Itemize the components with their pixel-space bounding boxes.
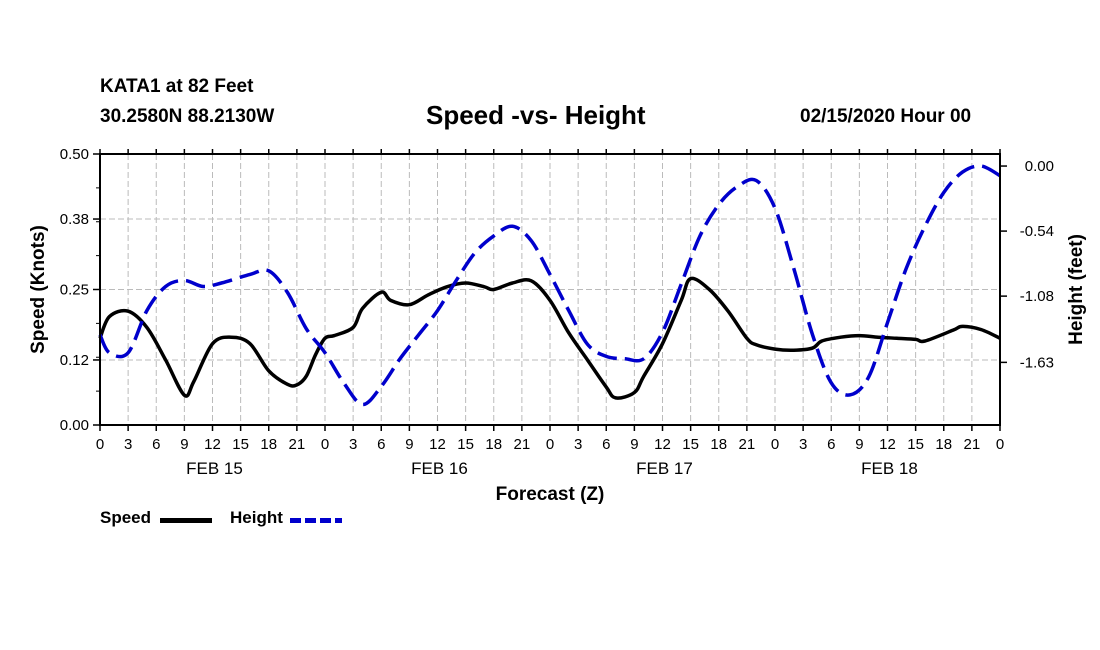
x-tick-label: 9 bbox=[855, 436, 863, 453]
x-tick-label: 12 bbox=[879, 436, 896, 453]
series-layer bbox=[98, 164, 1001, 407]
x-tick-label: 3 bbox=[799, 436, 807, 453]
axes-layer: 0 3 6 9 12 15 18 21 0 3 6 9 12 15 18 21 0 3 6 9 12 15 18 21 0 3 6 9… bbox=[60, 146, 1054, 478]
x-tick-label: 18 bbox=[935, 436, 952, 453]
y-right-tick-label: 0.00 bbox=[1025, 158, 1054, 175]
x-tick-label: 15 bbox=[457, 436, 474, 453]
x-tick-label: 0 bbox=[996, 436, 1004, 453]
x-tick-label: 18 bbox=[710, 436, 727, 453]
legend-height-swatch bbox=[290, 518, 342, 523]
coordinates-label: 30.2580N 88.2130W bbox=[100, 106, 275, 127]
legend-speed-label: Speed bbox=[100, 508, 152, 527]
x-tick-label: 0 bbox=[321, 436, 329, 453]
x-tick-label: 3 bbox=[124, 436, 132, 453]
x-tick-label: 21 bbox=[964, 436, 981, 453]
x-tick-label: 6 bbox=[377, 436, 385, 453]
x-tick-label: 0 bbox=[546, 436, 554, 453]
y-left-tick-label: 0.25 bbox=[60, 282, 89, 299]
day-label: FEB 16 bbox=[411, 459, 468, 478]
x-tick-label: 18 bbox=[260, 436, 277, 453]
x-tick-label: 6 bbox=[602, 436, 610, 453]
x-tick-label: 12 bbox=[429, 436, 446, 453]
x-tick-label: 12 bbox=[654, 436, 671, 453]
x-tick-label: 9 bbox=[630, 436, 638, 453]
x-tick-label: 6 bbox=[827, 436, 835, 453]
legend-speed-swatch bbox=[160, 518, 212, 523]
run-time-label: 02/15/2020 Hour 00 bbox=[800, 106, 972, 127]
y-left-tick-label: 0.38 bbox=[60, 211, 89, 228]
y-left-tick-label: 0.50 bbox=[60, 146, 89, 163]
station-label: KATA1 at 82 Feet bbox=[100, 76, 254, 97]
x-tick-label: 9 bbox=[180, 436, 188, 453]
x-tick-label: 18 bbox=[485, 436, 502, 453]
x-tick-label: 9 bbox=[405, 436, 413, 453]
x-tick-label: 3 bbox=[574, 436, 582, 453]
chart-title: Speed -vs- Height bbox=[426, 100, 646, 130]
y-axis-left-label: Speed (Knots) bbox=[28, 225, 49, 354]
y-left-tick-label: 0.12 bbox=[60, 352, 89, 369]
x-tick-label: 15 bbox=[682, 436, 699, 453]
x-tick-label: 0 bbox=[96, 436, 104, 453]
day-label: FEB 17 bbox=[636, 459, 693, 478]
x-tick-label: 3 bbox=[349, 436, 357, 453]
day-label: FEB 18 bbox=[861, 459, 918, 478]
grid bbox=[100, 154, 1000, 425]
series-line-height bbox=[98, 164, 1001, 407]
x-tick-label: 6 bbox=[152, 436, 160, 453]
x-tick-label: 15 bbox=[907, 436, 924, 453]
y-left-tick-label: 0.00 bbox=[60, 417, 89, 434]
y-right-tick-label: -1.08 bbox=[1020, 288, 1054, 305]
x-tick-label: 12 bbox=[204, 436, 221, 453]
y-right-tick-label: -1.63 bbox=[1020, 354, 1054, 371]
y-right-tick-label: -0.54 bbox=[1020, 223, 1054, 240]
x-tick-label: 21 bbox=[514, 436, 531, 453]
x-tick-label: 0 bbox=[771, 436, 779, 453]
y-axis-right-label: Height (feet) bbox=[1066, 234, 1087, 345]
x-tick-label: 21 bbox=[739, 436, 756, 453]
legend-height-label: Height bbox=[230, 508, 283, 527]
x-tick-label: 21 bbox=[289, 436, 306, 453]
day-label: FEB 15 bbox=[186, 459, 243, 478]
series-line-speed bbox=[98, 276, 1001, 400]
x-tick-label: 15 bbox=[232, 436, 249, 453]
x-axis-label: Forecast (Z) bbox=[496, 484, 605, 505]
